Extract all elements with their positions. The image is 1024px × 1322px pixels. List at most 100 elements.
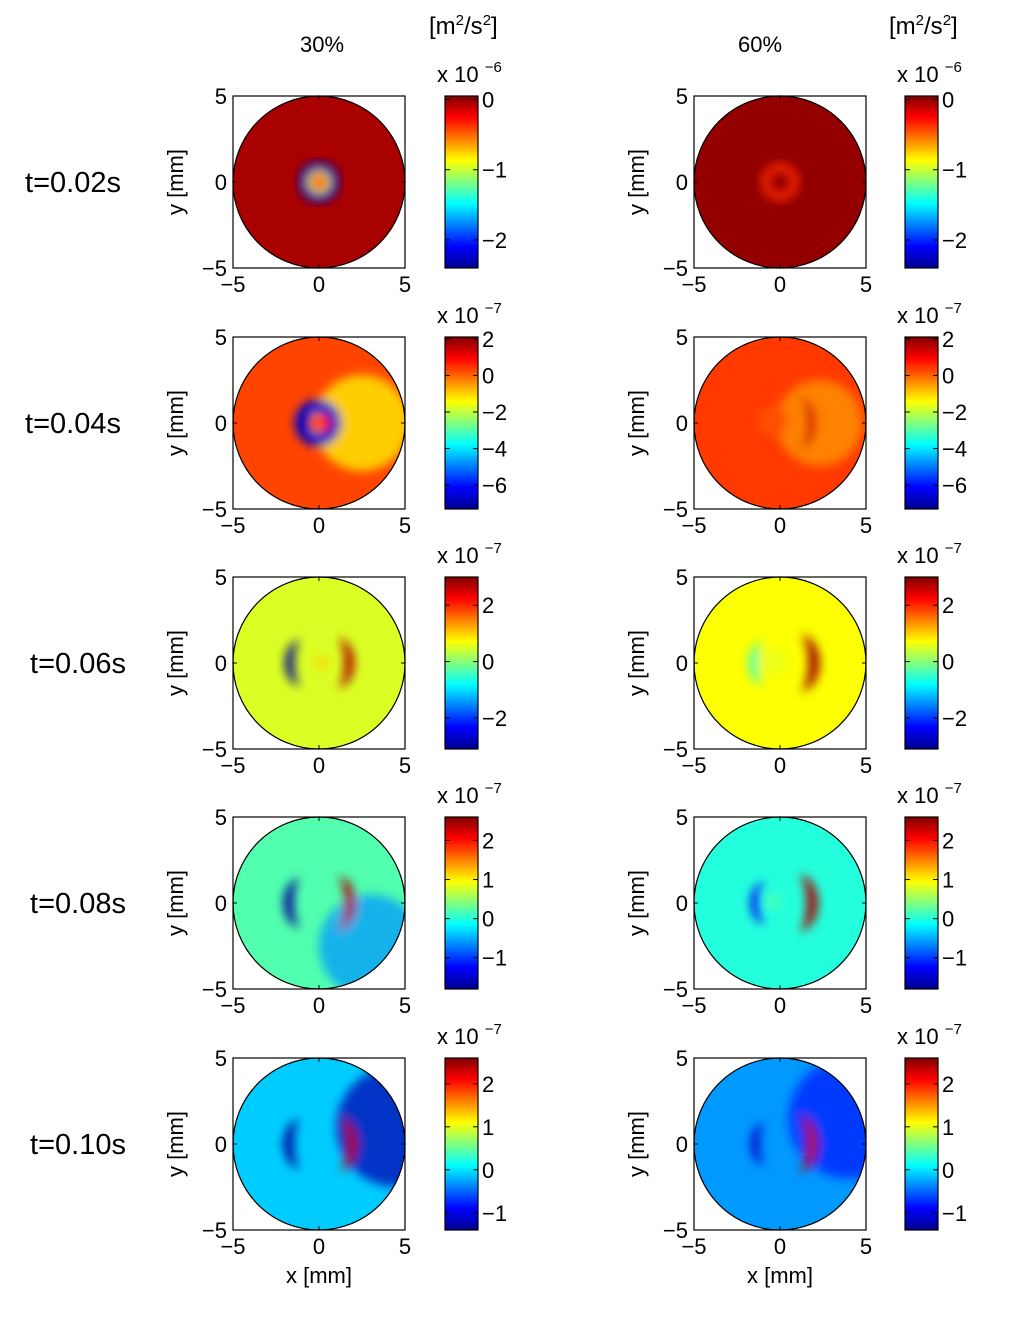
panel-r3-c0: −5 0 5 5 0 −5 y [mm] xyxy=(163,805,411,1018)
x-tick-label: −5 xyxy=(220,753,245,778)
exponent-base: x 10 xyxy=(897,783,945,808)
colorbar-tick-label: −2 xyxy=(482,400,507,425)
colorbar-tick-label: 0 xyxy=(482,1158,494,1183)
exponent-base: x 10 xyxy=(437,62,485,87)
field xyxy=(233,96,405,268)
field-features xyxy=(750,1058,866,1179)
colorbar-gradient xyxy=(444,95,479,269)
colorbar-tick-label: −1 xyxy=(942,946,967,971)
y-tick-label: 5 xyxy=(215,565,227,590)
y-tick-label: −5 xyxy=(202,256,227,281)
field xyxy=(233,577,405,749)
row-label: t=0.08s xyxy=(30,888,126,920)
colorbar-tick-label: −1 xyxy=(482,158,507,183)
colorbar-tick-label: −2 xyxy=(942,400,967,425)
colorbar-tick-label: 2 xyxy=(482,828,494,853)
y-tick-label: 5 xyxy=(676,565,688,590)
exponent-base: x 10 xyxy=(897,303,945,328)
feature-crescent_left xyxy=(283,877,302,929)
colorbar-gradient xyxy=(904,1057,939,1231)
y-tick-label: 0 xyxy=(676,170,688,195)
colorbar-gradient xyxy=(904,95,939,269)
units-part: /s xyxy=(924,13,943,40)
units-label: [m2/s2] xyxy=(429,12,498,40)
colorbar-tick-label: 2 xyxy=(942,828,954,853)
feature-gradient xyxy=(776,380,863,466)
units-part: /s xyxy=(464,13,483,40)
exponent-base: x 10 xyxy=(897,543,945,568)
y-tick-label: 0 xyxy=(215,651,227,676)
feature-gradient xyxy=(788,1058,866,1179)
units-part: ] xyxy=(491,13,498,40)
colorbar-tick-label: 1 xyxy=(482,868,494,893)
x-tick-label: −5 xyxy=(220,272,245,297)
x-tick-label: 0 xyxy=(774,513,786,538)
field xyxy=(233,817,405,989)
field xyxy=(233,1058,405,1230)
y-tick-label: −5 xyxy=(663,497,688,522)
colorbar-r4-c0: x 10 −7 2 1 0 −1 xyxy=(437,1021,507,1231)
exponent-base: x 10 xyxy=(437,1024,485,1049)
colorbar-tick-label: −2 xyxy=(942,228,967,253)
x-tick-label: 0 xyxy=(774,753,786,778)
colorbar-tick-label: 0 xyxy=(482,907,494,932)
y-axis-label: y [mm] xyxy=(163,390,188,456)
exponent-power: −7 xyxy=(945,780,962,797)
colorbars: x 10 −60−1−2x 10 −60−1−2x 10 −720−2−4−6x… xyxy=(437,59,967,1231)
units-label: [m2/s2] xyxy=(889,12,958,40)
colorbar-exponent: x 10 −7 xyxy=(437,540,502,568)
colorbar-gradient xyxy=(904,576,939,750)
y-tick-label: 0 xyxy=(676,891,688,916)
x-tick-label: 0 xyxy=(774,1234,786,1259)
y-tick-label: −5 xyxy=(663,737,688,762)
colorbar-tick-label: 0 xyxy=(942,1158,954,1183)
field-features xyxy=(283,1066,405,1188)
feature-crescent xyxy=(797,1115,818,1173)
colorbar-gradient xyxy=(444,1057,479,1231)
x-tick-label: 0 xyxy=(774,272,786,297)
y-tick-label: −5 xyxy=(202,977,227,1002)
field-features xyxy=(285,637,355,689)
y-tick-label: 0 xyxy=(676,651,688,676)
y-tick-label: 0 xyxy=(215,891,227,916)
colorbar-tick-label: 2 xyxy=(482,593,494,618)
feature-crescent_left xyxy=(750,1122,767,1166)
y-tick-label: 0 xyxy=(215,411,227,436)
y-tick-label: 0 xyxy=(215,170,227,195)
panel-r0-c1: −5 0 5 5 0 −5 y [mm] xyxy=(624,84,872,297)
colorbar-tick-label: −1 xyxy=(942,1201,967,1226)
y-tick-label: 5 xyxy=(676,1046,688,1071)
colorbar-tick-label: −2 xyxy=(482,706,507,731)
colorbar-tick-label: 0 xyxy=(942,650,954,675)
field-features xyxy=(750,874,818,932)
axis-labels: x [mm] x [mm] xyxy=(286,1263,813,1288)
exponent-base: x 10 xyxy=(437,543,485,568)
colorbar-tick-label: 0 xyxy=(942,88,954,113)
field xyxy=(694,577,866,749)
colorbar-exponent: x 10 −7 xyxy=(897,780,962,808)
y-tick-label: −5 xyxy=(663,977,688,1002)
colorbar-tick-label: 0 xyxy=(482,650,494,675)
colorbar-exponent: x 10 −7 xyxy=(437,300,502,328)
colorbar-tick-label: −2 xyxy=(482,228,507,253)
feature-crescent xyxy=(336,875,356,931)
colorbar-tick-label: 0 xyxy=(482,363,494,388)
feature-disk xyxy=(310,173,328,191)
x-tick-label: 5 xyxy=(399,753,411,778)
units-part: [m xyxy=(889,13,916,40)
colorbar-r3-c0: x 10 −7 2 1 0 −1 xyxy=(437,780,507,990)
y-axis-label: y [mm] xyxy=(163,149,188,215)
x-tick-label: −5 xyxy=(220,1234,245,1259)
colorbar-tick-label: 2 xyxy=(482,327,494,352)
exponent-power: −6 xyxy=(485,59,502,76)
y-axis-label: y [mm] xyxy=(163,1111,188,1177)
feature-disk xyxy=(313,414,332,432)
feature-crescent xyxy=(337,1116,358,1172)
y-tick-label: −5 xyxy=(202,737,227,762)
x-tick-label: 5 xyxy=(860,513,872,538)
panel-r4-c1: −5 0 5 5 0 −5 y [mm] xyxy=(624,1046,872,1259)
units-part: 2 xyxy=(483,12,491,29)
x-tick-label: 5 xyxy=(399,272,411,297)
y-tick-label: −5 xyxy=(202,1218,227,1243)
field xyxy=(233,337,405,509)
